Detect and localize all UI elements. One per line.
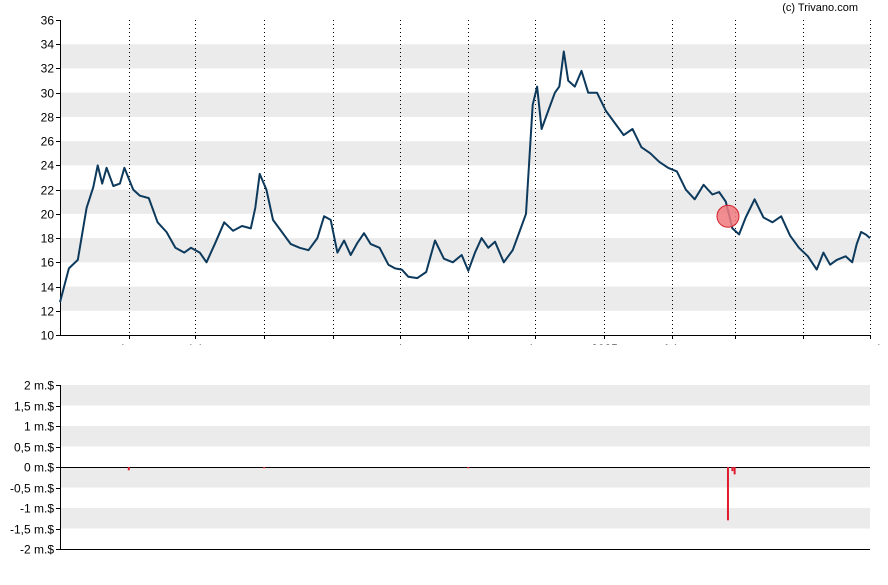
x-tick-label: feb: [664, 342, 681, 345]
volume-bar: [467, 467, 470, 469]
y-tick-label: 30: [41, 87, 55, 101]
y-tick-label: 1,5 m.$: [14, 400, 54, 414]
chart-figure: (c) Trivano.com 10 12 14 16 18 20 22 24 26 28 30 32…: [10, 2, 881, 557]
y-tick-label: -1 m.$: [20, 502, 54, 516]
grid-band: [60, 44, 870, 69]
grid-band: [60, 385, 870, 406]
y-tick-label: 22: [41, 184, 55, 198]
y-tick-label: 24: [41, 159, 55, 173]
y-tick-label: -2 m.$: [20, 543, 54, 557]
price-line: [59, 50, 871, 303]
grid-band: [60, 467, 870, 488]
volume-bar: [127, 467, 130, 471]
y-tick-label: 26: [41, 135, 55, 149]
grid-band: [60, 141, 870, 166]
y-tick-label: 2 m.$: [24, 379, 54, 393]
y-tick-label: 36: [41, 14, 55, 28]
grid-band: [60, 286, 870, 311]
x-tick-label: 2025: [591, 342, 618, 345]
y-tick-label: 14: [41, 281, 55, 295]
price-chart: 10 12 14 16 18 20 22 24 26 28 30 32 34 36 jun jul aug sep…: [41, 14, 881, 346]
volume-bar: [263, 467, 266, 469]
y-tick-label: 1 m.$: [24, 420, 54, 434]
event-marker: [716, 204, 740, 228]
volume-bar: [733, 467, 736, 475]
y-tick-label: 16: [41, 256, 55, 270]
y-tick-label: 20: [41, 208, 55, 222]
grid-band: [60, 508, 870, 529]
x-tick-label: jun: [120, 342, 137, 345]
y-tick-label: 0,5 m.$: [14, 441, 54, 455]
grid-band: [60, 92, 870, 117]
y-tick-label: -0,5 m.$: [10, 482, 54, 496]
x-tick-label: okt: [392, 342, 409, 345]
volume-bar: [731, 467, 734, 472]
volume-chart: -2 m.$ -1,5 m.$ -1 m.$ -0,5 m.$ 0 m.$ 0,5 m.$…: [10, 379, 870, 557]
x-tick-label: apr: [795, 342, 812, 345]
y-tick-label: 12: [41, 305, 55, 319]
y-tick-label: 28: [41, 111, 55, 125]
y-tick-label: 10: [41, 329, 55, 343]
grid-band: [60, 426, 870, 447]
y-tick-label: 18: [41, 232, 55, 246]
y-tick-label: 34: [41, 38, 55, 52]
volume-bar: [726, 467, 729, 521]
y-tick-label: 0 m.$: [24, 461, 54, 475]
x-tick-label: dec: [526, 342, 545, 345]
x-tick-label: jul: [188, 342, 201, 345]
x-tick-label: mei: [861, 342, 880, 345]
x-tick-label: aug: [254, 342, 274, 345]
x-tick-label: mrt: [727, 342, 745, 345]
y-tick-label: 32: [41, 62, 55, 76]
y-tick-label: -1,5 m.$: [10, 523, 54, 537]
x-tick-label: nov: [459, 342, 478, 345]
credit-label: (c) Trivano.com: [782, 2, 858, 14]
x-tick-label: sep: [324, 342, 344, 345]
